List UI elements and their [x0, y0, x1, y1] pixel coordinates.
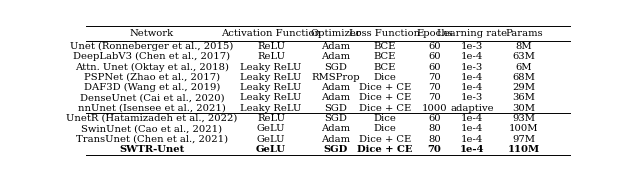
Text: ReLU: ReLU	[257, 52, 285, 61]
Text: Learning rate: Learning rate	[436, 29, 507, 38]
Text: PSPNet (Zhao et al., 2017): PSPNet (Zhao et al., 2017)	[84, 73, 220, 82]
Text: Attn. Unet (Oktay et al., 2018): Attn. Unet (Oktay et al., 2018)	[75, 62, 229, 72]
Text: Optimizer: Optimizer	[310, 29, 361, 38]
Text: Adam: Adam	[321, 52, 350, 61]
Text: adaptive: adaptive	[450, 103, 493, 113]
Text: Params: Params	[505, 29, 543, 38]
Text: 60: 60	[428, 52, 441, 61]
Text: DeepLabV3 (Chen et al., 2017): DeepLabV3 (Chen et al., 2017)	[74, 52, 230, 61]
Text: ReLU: ReLU	[257, 42, 285, 51]
Text: GeLU: GeLU	[256, 145, 286, 154]
Text: 1000: 1000	[422, 103, 447, 113]
Text: DAF3D (Wang et al., 2019): DAF3D (Wang et al., 2019)	[84, 83, 220, 92]
Text: Dice: Dice	[374, 114, 396, 123]
Text: 1e-4: 1e-4	[461, 73, 483, 82]
Text: Network: Network	[130, 29, 174, 38]
Text: Dice + CE: Dice + CE	[359, 103, 411, 113]
Text: GeLU: GeLU	[257, 135, 285, 144]
Text: 80: 80	[428, 135, 441, 144]
Text: 1e-3: 1e-3	[461, 42, 483, 51]
Text: 70: 70	[428, 93, 441, 102]
Text: 29M: 29M	[513, 83, 536, 92]
Text: GeLU: GeLU	[257, 124, 285, 133]
Text: 1e-4: 1e-4	[460, 145, 484, 154]
Text: 60: 60	[428, 63, 441, 72]
Text: Activation Function: Activation Function	[221, 29, 321, 38]
Text: SGD: SGD	[324, 103, 347, 113]
Text: 30M: 30M	[513, 103, 536, 113]
Text: Leaky ReLU: Leaky ReLU	[240, 83, 301, 92]
Text: Dice: Dice	[374, 124, 396, 133]
Text: ReLU: ReLU	[257, 114, 285, 123]
Text: Epochs: Epochs	[416, 29, 453, 38]
Text: SGD: SGD	[323, 145, 348, 154]
Text: SGD: SGD	[324, 114, 347, 123]
Text: Adam: Adam	[321, 124, 350, 133]
Text: 1e-4: 1e-4	[461, 124, 483, 133]
Text: 93M: 93M	[513, 114, 536, 123]
Text: Dice + CE: Dice + CE	[359, 135, 411, 144]
Text: 1e-4: 1e-4	[461, 83, 483, 92]
Text: RMSProp: RMSProp	[311, 73, 360, 82]
Text: 100M: 100M	[509, 124, 539, 133]
Text: 97M: 97M	[513, 135, 536, 144]
Text: SWTR-Unet: SWTR-Unet	[119, 145, 184, 154]
Text: 70: 70	[428, 83, 441, 92]
Text: 60: 60	[428, 114, 441, 123]
Text: SGD: SGD	[324, 63, 347, 72]
Text: BCE: BCE	[374, 52, 396, 61]
Text: Adam: Adam	[321, 83, 350, 92]
Text: 70: 70	[428, 145, 442, 154]
Text: Adam: Adam	[321, 135, 350, 144]
Text: Loss Function: Loss Function	[349, 29, 420, 38]
Text: 1e-4: 1e-4	[461, 52, 483, 61]
Text: BCE: BCE	[374, 42, 396, 51]
Text: BCE: BCE	[374, 63, 396, 72]
Text: 70: 70	[428, 73, 441, 82]
Text: 8M: 8M	[516, 42, 532, 51]
Text: Dice + CE: Dice + CE	[359, 93, 411, 102]
Text: Leaky ReLU: Leaky ReLU	[240, 63, 301, 72]
Text: TransUnet (Chen et al., 2021): TransUnet (Chen et al., 2021)	[76, 135, 228, 144]
Text: 1e-4: 1e-4	[461, 135, 483, 144]
Text: nnUnet (Isensee et al., 2021): nnUnet (Isensee et al., 2021)	[78, 103, 226, 113]
Text: Leaky ReLU: Leaky ReLU	[240, 93, 301, 102]
Text: Dice + CE: Dice + CE	[359, 83, 411, 92]
Text: 80: 80	[428, 124, 441, 133]
Text: SwinUnet (Cao et al., 2021): SwinUnet (Cao et al., 2021)	[81, 124, 223, 133]
Text: 110M: 110M	[508, 145, 540, 154]
Text: 63M: 63M	[513, 52, 535, 61]
Text: Dice: Dice	[374, 73, 396, 82]
Text: 60: 60	[428, 42, 441, 51]
Text: Leaky ReLU: Leaky ReLU	[240, 73, 301, 82]
Text: 1e-3: 1e-3	[461, 93, 483, 102]
Text: Unet (Ronneberger et al., 2015): Unet (Ronneberger et al., 2015)	[70, 42, 234, 51]
Text: Dice + CE: Dice + CE	[357, 145, 413, 154]
Text: Adam: Adam	[321, 93, 350, 102]
Text: Adam: Adam	[321, 42, 350, 51]
Text: 68M: 68M	[513, 73, 535, 82]
Text: DenseUnet (Cai et al., 2020): DenseUnet (Cai et al., 2020)	[79, 93, 224, 102]
Text: 6M: 6M	[516, 63, 532, 72]
Text: Leaky ReLU: Leaky ReLU	[240, 103, 301, 113]
Text: 36M: 36M	[513, 93, 535, 102]
Text: 1e-4: 1e-4	[461, 114, 483, 123]
Text: UnetR (Hatamizadeh et al., 2022): UnetR (Hatamizadeh et al., 2022)	[66, 114, 237, 123]
Text: 1e-3: 1e-3	[461, 63, 483, 72]
